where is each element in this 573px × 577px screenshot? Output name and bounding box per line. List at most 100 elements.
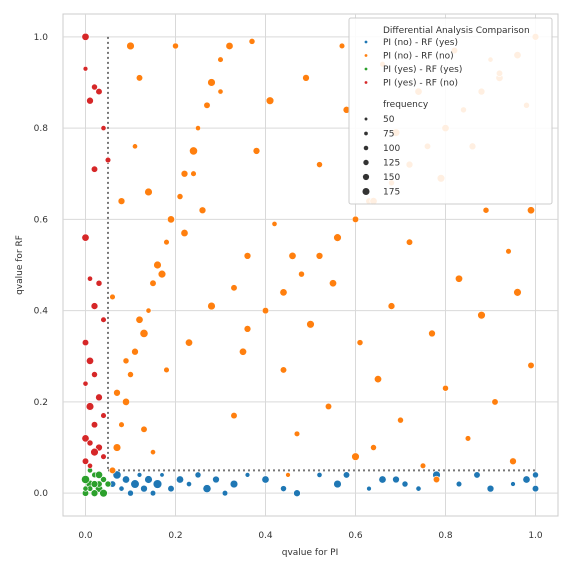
point-pi-no-rf-yes <box>280 485 287 492</box>
x-tick-label: 0.8 <box>438 531 453 541</box>
point-pi-no-rf-no <box>351 215 360 223</box>
x-tick-labels: 0.0 0.2 0.4 0.6 0.8 1.0 <box>78 531 543 541</box>
point-pi-yes-rf-no <box>100 125 107 132</box>
legend-hue-marker <box>364 81 368 84</box>
legend-size-title: frequency <box>383 100 429 110</box>
point-pi-no-rf-no <box>505 248 512 255</box>
point-pi-yes-rf-no <box>100 412 107 419</box>
point-pi-no-rf-yes <box>455 480 463 488</box>
point-pi-no-rf-yes <box>118 485 125 492</box>
point-pi-no-rf-no <box>176 193 184 200</box>
point-pi-no-rf-no <box>293 430 301 437</box>
point-pi-no-rf-yes <box>140 484 148 493</box>
point-pi-no-rf-no <box>190 170 197 177</box>
legend-hue-marker <box>364 67 368 71</box>
point-pi-no-rf-yes <box>316 471 323 478</box>
legend-hue-label: PI (no) - RF (yes) <box>383 38 458 48</box>
point-pi-no-rf-yes <box>531 485 540 493</box>
point-pi-yes-rf-yes <box>104 480 112 488</box>
point-pi-no-rf-yes <box>522 475 531 484</box>
point-pi-no-rf-no <box>239 347 247 356</box>
point-pi-no-rf-yes <box>159 472 165 478</box>
point-pi-no-rf-no <box>527 206 535 215</box>
legend-hue-marker <box>364 40 368 44</box>
point-pi-yes-rf-no <box>81 457 90 465</box>
y-axis-label: qvalue for RF <box>15 235 25 295</box>
point-pi-no-rf-no <box>135 74 144 82</box>
point-pi-no-rf-no <box>163 239 170 246</box>
point-pi-yes-rf-no <box>95 88 103 96</box>
point-pi-yes-rf-no <box>100 453 107 460</box>
point-pi-yes-rf-no <box>90 447 99 457</box>
legend-box <box>348 17 553 205</box>
point-pi-no-rf-no <box>513 288 522 297</box>
point-pi-yes-rf-no <box>95 279 103 287</box>
point-pi-no-rf-no <box>132 143 138 150</box>
legend-hue-marker <box>364 54 368 57</box>
legend-size-marker <box>364 131 368 136</box>
point-pi-no-rf-no <box>338 42 346 50</box>
legend-size-label: 100 <box>383 144 400 154</box>
point-pi-no-rf-yes <box>152 479 163 489</box>
point-pi-no-rf-no <box>207 78 216 87</box>
threshold-lines <box>107 36 536 472</box>
point-pi-no-rf-yes <box>415 485 422 492</box>
point-pi-no-rf-no <box>139 329 149 338</box>
point-pi-no-rf-no <box>387 302 396 310</box>
point-pi-yes-rf-no <box>95 393 103 402</box>
point-pi-no-rf-no <box>279 288 288 297</box>
point-pi-no-rf-yes <box>186 481 192 487</box>
point-pi-no-rf-no <box>157 269 167 279</box>
point-pi-no-rf-no <box>149 279 157 287</box>
point-pi-no-rf-yes <box>212 475 220 484</box>
point-pi-no-rf-no <box>288 251 297 260</box>
point-pi-no-rf-yes <box>122 475 130 484</box>
point-pi-no-rf-no <box>118 421 125 428</box>
point-pi-no-rf-yes <box>176 475 184 484</box>
y-tick-label: 0.2 <box>34 398 48 408</box>
point-pi-yes-rf-no <box>81 339 90 347</box>
point-pi-no-rf-no <box>315 252 324 260</box>
point-pi-yes-rf-no <box>82 380 89 387</box>
x-tick-label: 0.4 <box>258 531 273 541</box>
x-tick-label: 1.0 <box>528 531 543 541</box>
point-pi-no-rf-no <box>324 402 333 411</box>
point-pi-yes-rf-no <box>100 316 107 323</box>
point-pi-no-rf-yes <box>510 481 516 487</box>
point-pi-no-rf-yes <box>342 471 351 479</box>
point-pi-no-rf-no <box>302 74 310 82</box>
point-pi-no-rf-no <box>180 169 189 178</box>
y-tick-label: 0.6 <box>34 215 49 225</box>
point-pi-no-rf-no <box>207 301 216 311</box>
point-pi-no-rf-no <box>180 229 189 238</box>
legend-size-marker <box>364 117 368 121</box>
point-pi-no-rf-no <box>217 88 224 95</box>
point-pi-no-rf-no <box>131 347 139 356</box>
legend-size-label: 150 <box>383 173 400 183</box>
point-pi-no-rf-no <box>298 270 305 278</box>
legend-size-label: 175 <box>383 188 400 198</box>
point-pi-no-rf-no <box>491 398 499 406</box>
point-pi-yes-rf-yes <box>90 480 99 488</box>
point-pi-no-rf-yes <box>221 490 229 497</box>
point-pi-no-rf-no <box>333 233 342 242</box>
point-pi-no-rf-no <box>261 307 270 315</box>
point-pi-no-rf-no <box>108 466 117 474</box>
point-pi-no-rf-no <box>432 475 441 484</box>
point-pi-yes-rf-no <box>90 165 99 173</box>
point-pi-no-rf-yes <box>392 475 400 484</box>
legend-hue-label: PI (yes) - RF (no) <box>383 79 458 89</box>
point-pi-no-rf-no <box>122 397 130 406</box>
point-pi-yes-rf-no <box>81 434 90 443</box>
point-pi-yes-rf-yes <box>90 489 99 497</box>
point-pi-no-rf-no <box>248 38 256 45</box>
point-pi-yes-rf-yes <box>95 470 103 479</box>
point-pi-yes-rf-no <box>91 83 98 91</box>
legend-hue-label: PI (no) - RF (no) <box>383 52 454 62</box>
point-pi-no-rf-no <box>112 443 122 452</box>
legend-size-label: 75 <box>383 130 394 140</box>
point-pi-yes-rf-no <box>87 462 93 469</box>
x-tick-label: 0.0 <box>78 531 93 541</box>
point-pi-yes-rf-no <box>87 275 93 282</box>
